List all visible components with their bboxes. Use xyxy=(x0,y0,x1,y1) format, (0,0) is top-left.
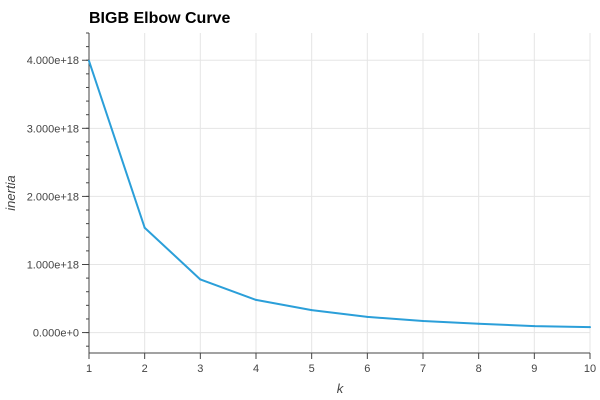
x-tick-label: 7 xyxy=(420,363,426,375)
data-point xyxy=(366,315,369,318)
x-tick-label: 2 xyxy=(142,363,148,375)
x-tick-label: 8 xyxy=(476,363,482,375)
y-tick-label: 3.000e+18 xyxy=(27,123,79,135)
x-tick-label: 5 xyxy=(309,363,315,375)
data-point xyxy=(589,326,591,329)
x-tick-label: 1 xyxy=(86,363,92,375)
data-point xyxy=(422,320,424,322)
data-point xyxy=(533,325,536,328)
y-tick-label: 0.000e+0 xyxy=(33,328,79,340)
series-line xyxy=(88,60,591,329)
series-group xyxy=(88,59,591,329)
x-tick-label: 3 xyxy=(197,363,203,375)
x-tick-label: 6 xyxy=(364,363,370,375)
x-tick-label: 10 xyxy=(584,363,596,375)
data-point xyxy=(477,322,480,325)
data-point xyxy=(310,309,313,312)
chart-title: BIGB Elbow Curve xyxy=(89,10,230,27)
data-point xyxy=(255,298,257,301)
x-axis-label: k xyxy=(337,381,345,396)
data-point xyxy=(199,278,202,281)
y-tick-label: 4.000e+18 xyxy=(27,55,79,67)
y-axis-label: inertia xyxy=(3,175,18,210)
y-axis-ticks: 0.000e+0 1.000e+18 2.000e+18 3.000e+18 4.000… xyxy=(27,32,89,347)
data-point xyxy=(88,59,90,62)
grid-lines xyxy=(88,33,591,353)
axes xyxy=(88,33,590,354)
y-tick-label: 2.000e+18 xyxy=(27,191,79,203)
x-tick-label: 9 xyxy=(531,363,537,375)
y-tick-label: 1.000e+18 xyxy=(27,259,79,271)
x-tick-label: 4 xyxy=(253,363,259,375)
data-point xyxy=(143,226,146,229)
x-axis-ticks: 1 2 3 4 5 6 7 8 9 10 xyxy=(86,353,596,375)
